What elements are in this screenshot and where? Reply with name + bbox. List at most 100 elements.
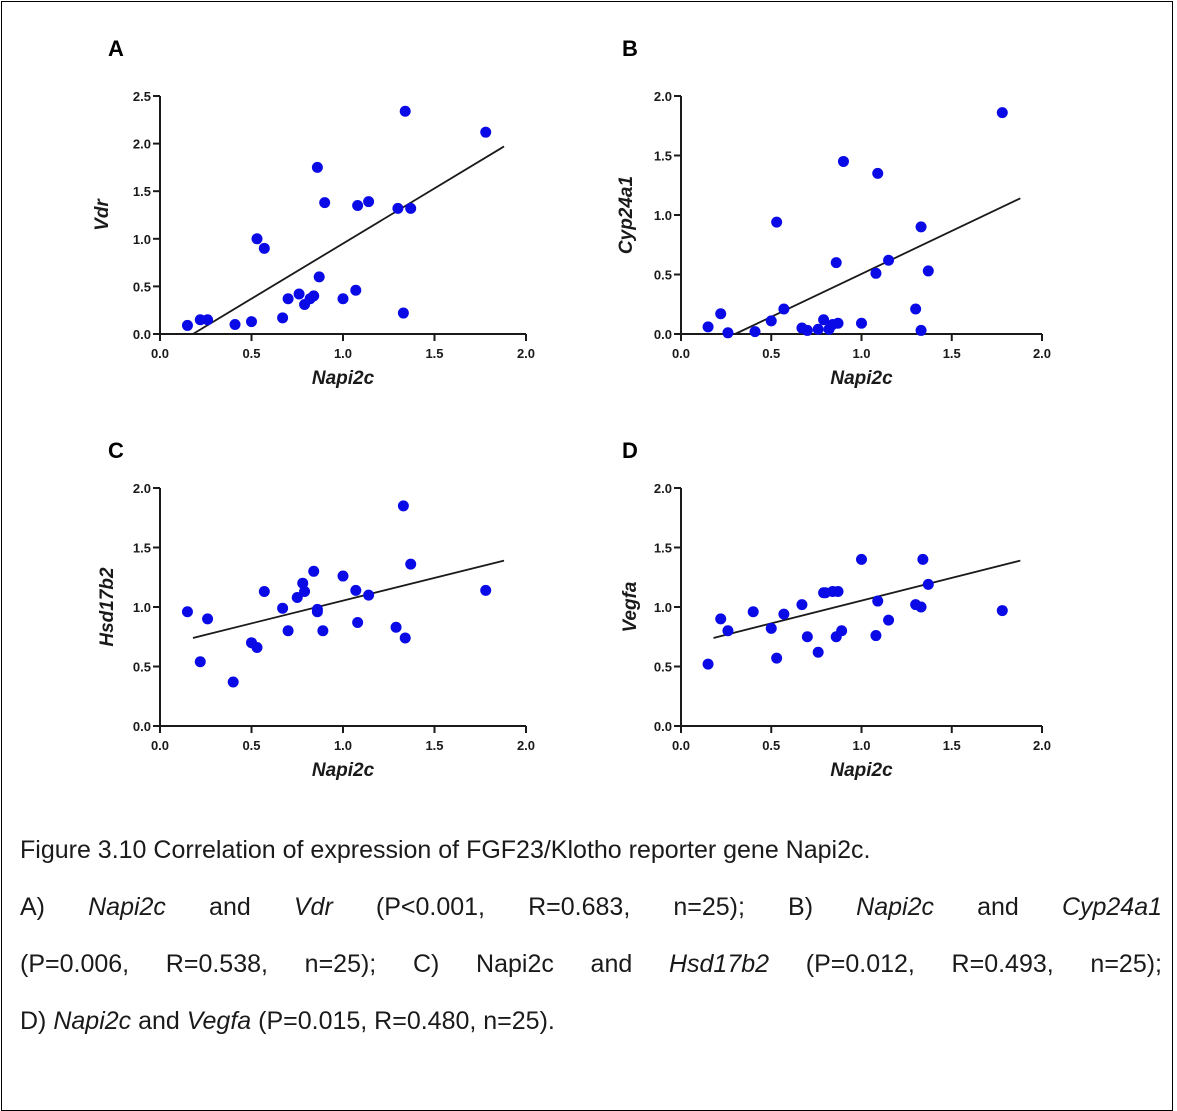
y-tick-label: 2.0 <box>654 89 672 104</box>
data-point <box>722 625 734 637</box>
y-tick-label: 0.5 <box>133 279 151 294</box>
data-point <box>311 606 323 618</box>
y-tick-label: 1.5 <box>654 541 672 556</box>
data-point <box>297 577 309 589</box>
data-point <box>397 307 409 319</box>
scatter-panel-a: 0.0 0.5 1.0 1.5 2.0 2.5 0.0 0.5 1.0 1.5 2.0 A Napi2c… <box>92 36 535 389</box>
x-axis-label: Napi2c <box>830 368 893 389</box>
caption-text: and <box>165 893 294 921</box>
data-point <box>277 312 289 324</box>
x-tick-label: 0.5 <box>242 346 260 361</box>
y-tick-label: 0.0 <box>133 327 151 342</box>
data-point <box>856 317 867 329</box>
panel-label: B <box>622 36 638 61</box>
data-point <box>910 303 922 315</box>
data-point <box>812 646 824 658</box>
data-point <box>350 284 362 296</box>
y-tick-label: 0.5 <box>654 268 672 283</box>
x-tick-label: 0.0 <box>672 738 690 753</box>
data-point <box>363 196 375 208</box>
data-point <box>194 656 206 668</box>
data-point <box>181 319 193 331</box>
scatter-panel-c: 0.0 0.5 1.0 1.5 2.0 0.0 0.5 1.0 1.5 2.0 C Napi2c Hsd… <box>97 438 535 781</box>
y-axis-label: Cyp24a1 <box>616 176 637 254</box>
x-tick-label: 1.5 <box>943 346 961 361</box>
y-tick-label: 1.5 <box>654 149 672 164</box>
x-tick-label: 1.0 <box>852 738 870 753</box>
caption-gene-name: Vdr <box>293 893 333 921</box>
data-point <box>996 605 1008 617</box>
y-tick-label: 1.5 <box>133 541 151 556</box>
data-point <box>291 591 303 603</box>
data-point <box>922 578 934 590</box>
figure-caption: Figure 3.10 Correlation of expression of… <box>20 822 1162 1050</box>
data-point <box>812 323 824 335</box>
data-point <box>229 318 241 330</box>
y-tick-label: 0.5 <box>654 660 672 675</box>
panel-label: D <box>622 438 638 463</box>
data-point <box>227 676 239 688</box>
scatter-panel-b: 0.0 0.5 1.0 1.5 2.0 0.0 0.5 1.0 1.5 2.0 B Napi2c Cyp… <box>616 36 1051 389</box>
data-point <box>818 314 830 326</box>
y-tick-label: 1.0 <box>133 232 151 247</box>
data-point <box>202 314 214 326</box>
caption-text: D) <box>20 1007 54 1035</box>
data-point <box>397 500 409 512</box>
caption-gene-name: Cyp24a1 <box>1061 893 1163 921</box>
data-point <box>202 613 214 625</box>
data-point <box>352 616 364 628</box>
caption-text: and <box>131 1007 187 1035</box>
data-point <box>917 553 929 565</box>
data-point <box>801 631 813 643</box>
data-point <box>299 586 311 598</box>
data-point <box>311 161 323 173</box>
data-point <box>399 105 411 117</box>
data-point <box>996 107 1008 119</box>
caption-text: (P=0.015, R=0.480, n=25). <box>251 1007 555 1035</box>
data-point <box>883 254 895 266</box>
y-tick-label: 0.0 <box>133 719 151 734</box>
y-tick-label: 1.0 <box>133 600 151 615</box>
y-tick-label: 0.0 <box>654 327 672 342</box>
data-point <box>258 586 270 598</box>
y-tick-label: 1.5 <box>133 184 151 199</box>
data-point <box>922 265 934 277</box>
data-point <box>771 652 783 664</box>
caption-line-1: A) Napi2c and Vdr (P<0.001, R=0.683, n=2… <box>20 879 1162 936</box>
data-point <box>308 565 320 577</box>
data-point <box>856 553 867 565</box>
y-axis-label: Hsd17b2 <box>97 567 118 647</box>
caption-gene-name: Hsd17b2 <box>668 950 770 978</box>
data-point <box>282 625 294 637</box>
data-point <box>405 558 417 570</box>
data-point <box>480 126 492 138</box>
x-tick-label: 1.0 <box>334 346 352 361</box>
data-point <box>915 601 927 613</box>
caption-gene-name: Napi2c <box>53 1007 132 1035</box>
data-point <box>832 317 844 329</box>
data-point <box>830 257 842 269</box>
x-axis-label: Napi2c <box>312 760 375 781</box>
data-point <box>317 625 329 637</box>
data-point <box>405 202 417 214</box>
x-tick-label: 2.0 <box>1033 738 1051 753</box>
data-point <box>251 233 263 245</box>
x-tick-label: 0.5 <box>762 346 780 361</box>
data-point <box>392 202 404 214</box>
data-point <box>308 290 320 302</box>
data-point <box>765 622 777 634</box>
caption-text: and <box>934 893 1062 921</box>
x-tick-label: 1.0 <box>852 346 870 361</box>
data-point <box>313 271 325 283</box>
data-point <box>702 321 714 333</box>
data-point <box>363 589 375 601</box>
data-point <box>352 199 364 211</box>
x-axis-label: Napi2c <box>830 760 893 781</box>
data-point <box>915 221 927 233</box>
data-point <box>796 599 808 611</box>
data-point <box>778 608 790 620</box>
y-axis-label: Vdr <box>92 198 113 231</box>
caption-text: (P=0.006, R=0.538, n=25); C) Napi2c and <box>20 950 669 978</box>
y-tick-label: 2.5 <box>133 89 151 104</box>
x-tick-label: 1.5 <box>943 738 961 753</box>
